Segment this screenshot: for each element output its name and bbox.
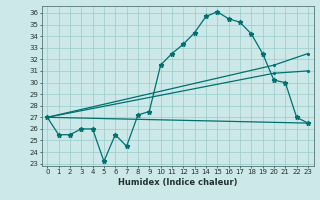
- X-axis label: Humidex (Indice chaleur): Humidex (Indice chaleur): [118, 178, 237, 187]
